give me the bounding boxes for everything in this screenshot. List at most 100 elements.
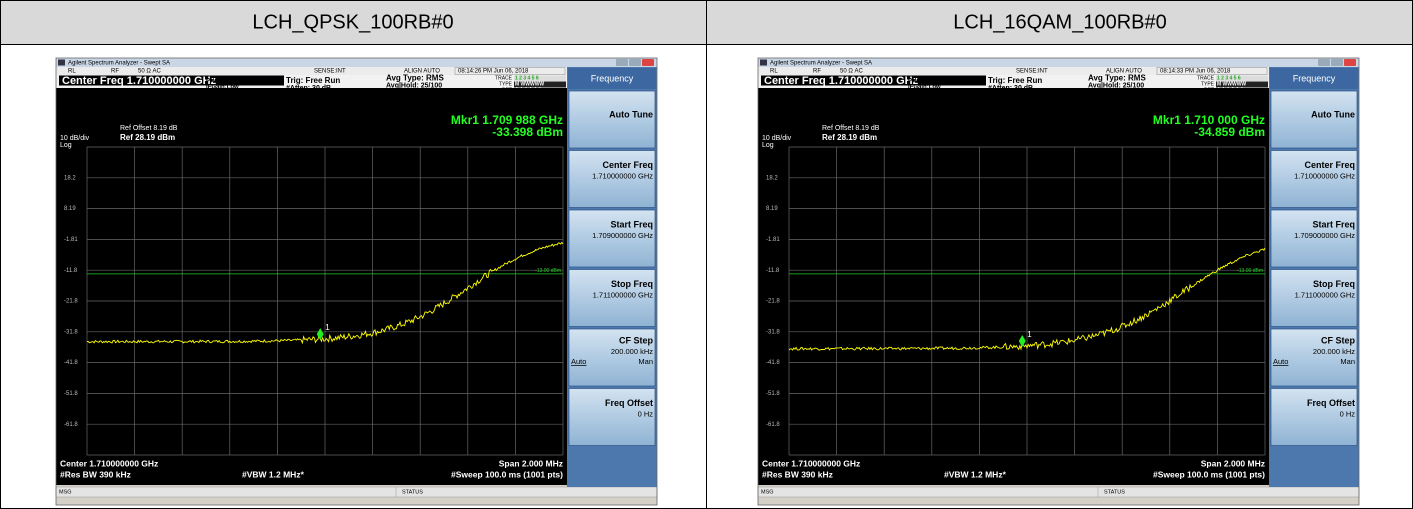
softkey-label: Center Freq: [602, 160, 653, 170]
softkey-value: 200.000 kHz: [611, 347, 653, 356]
y-axis-label: -41.8: [766, 360, 780, 366]
trace-label: TYPE: [1201, 81, 1215, 87]
screen-border: [757, 57, 1360, 506]
window-button: [616, 59, 628, 66]
center-freq-box-text: Center Freq 1.710000000 GHz: [764, 75, 919, 87]
softkey: [568, 328, 656, 387]
y-axis-label: -61.8: [64, 422, 78, 428]
status-item: 50 Ω AC: [840, 69, 863, 75]
softkey-label: CF Step: [619, 335, 654, 345]
scale: 10 dB/div: [60, 135, 90, 142]
ref-level: Ref 28.19 dBm: [120, 133, 175, 142]
app-icon: [58, 59, 65, 66]
trace-value: 1 2 3 4 5 6: [1217, 76, 1241, 82]
footer-vbw: #VBW 1.2 MHz*: [242, 469, 305, 479]
footer-vbw: #VBW 1.2 MHz*: [944, 469, 1007, 479]
softkey: [568, 209, 656, 268]
trace-box: [1216, 81, 1268, 87]
marker-diamond: [1018, 335, 1026, 348]
softkey-label: Freq Offset: [1307, 398, 1355, 408]
softkey: [568, 90, 656, 149]
marker-diamond: [316, 328, 324, 341]
setting: Trig: Free Run: [286, 76, 340, 85]
window-button: [1318, 59, 1330, 66]
setting: PNO: Fast: [908, 79, 937, 85]
status-item: ALIGN AUTO: [1106, 69, 1142, 75]
menu-title-bg: [1270, 68, 1358, 89]
window-button: [1344, 59, 1356, 66]
marker-freq: Mkr1 1.709 988 GHz: [451, 113, 563, 127]
setting: Avg Type: RMS: [1088, 74, 1146, 83]
y-axis-label: 8.19: [766, 206, 778, 212]
time-box: [454, 67, 566, 75]
trace-box: [514, 75, 566, 81]
softkey: [1270, 328, 1358, 387]
msg-bar: [757, 486, 1360, 498]
y-axis-label: 18.2: [64, 175, 76, 181]
y-axis-label: -51.8: [64, 391, 78, 397]
trace-label: TRACE: [1197, 75, 1215, 81]
ref-level: Ref 28.19 dBm: [822, 133, 877, 142]
footer-sweep: #Sweep 100.0 ms (1001 pts): [451, 469, 563, 479]
softkey-label: Stop Freq: [611, 279, 653, 289]
setting: Avg Type: RMS: [386, 74, 444, 83]
softkey-value: 200.000 kHz: [1313, 347, 1355, 356]
softkey: [568, 150, 656, 208]
scale: 10 dB/div: [762, 135, 792, 142]
status-item: RL: [770, 69, 778, 75]
softkey-label: Stop Freq: [1313, 279, 1355, 289]
marker-id: 1: [1027, 330, 1032, 339]
softkey-value: 1.711000000 GHz: [1295, 290, 1356, 299]
status-row: [758, 67, 1269, 75]
ref-offset: Ref Offset 8.19 dB: [120, 125, 178, 132]
status-item: ALIGN AUTO: [404, 69, 440, 75]
softkey-value: 0 Hz: [638, 409, 654, 418]
y-axis-label: -51.8: [766, 391, 780, 397]
screen-border: [55, 57, 658, 506]
softkey-value: 1.709000000 GHz: [1294, 231, 1355, 240]
status-row: [56, 67, 567, 75]
footer-span: Span 2.000 MHz: [1201, 458, 1265, 468]
y-axis-label: -21.8: [766, 299, 780, 305]
y-axis-label: -1.81: [766, 237, 780, 243]
status: STATUS: [402, 489, 423, 495]
center-freq-box: [59, 75, 284, 86]
softkey-value: 1.710000000 GHz: [1294, 171, 1355, 180]
status-item: 08:14:26 PM Jun 06, 2018: [458, 69, 529, 75]
setting: Trig: Free Run: [988, 76, 1042, 85]
softkey-label: Auto Tune: [1311, 109, 1355, 119]
display-line-label: -13.00 dBm: [535, 268, 561, 274]
header-cell: LCH_QPSK_100RB#0: [252, 11, 453, 33]
title-bar: [56, 58, 657, 67]
trace-label: TRACE: [495, 75, 513, 81]
softkey: [568, 269, 656, 327]
softkey-option: Man: [638, 357, 653, 366]
analyzer-screen: Agilent Spectrum Analyzer - Swept SA RL RF…: [757, 57, 1360, 506]
marker-freq: Mkr1 1.710 000 GHz: [1153, 113, 1265, 127]
center-freq-box-text: Center Freq 1.710000000 GHz: [62, 75, 217, 87]
marker-level: -34.859 dBm: [1194, 125, 1265, 139]
status-item: RF: [813, 69, 821, 75]
setting: PNO: Fast: [206, 79, 235, 85]
trace-box: [514, 81, 566, 87]
time-box: [1156, 67, 1268, 75]
window-title: Agilent Spectrum Analyzer - Swept SA: [770, 61, 872, 67]
footer-sweep: #Sweep 100.0 ms (1001 pts): [1153, 469, 1265, 479]
setting: IFGain:Low: [206, 85, 239, 91]
footer-center: Center 1.710000000 GHz: [762, 458, 860, 468]
display-line-label: -13.00 dBm: [1237, 268, 1263, 274]
trace-label: TYPE: [499, 81, 513, 87]
y-axis-label: -41.8: [64, 360, 78, 366]
y-axis-label: 8.19: [64, 206, 76, 212]
softkey: [1270, 90, 1358, 149]
window-button: [1331, 59, 1343, 66]
footer-center: Center 1.710000000 GHz: [60, 458, 158, 468]
y-axis-label: -31.8: [766, 329, 780, 335]
window-button: [629, 59, 641, 66]
menu-title: Frequency: [1293, 73, 1336, 83]
footer-span: Span 2.000 MHz: [499, 458, 563, 468]
ref-offset: Ref Offset 8.19 dB: [822, 125, 880, 132]
softkey: [1270, 150, 1358, 208]
trace-box: [1216, 75, 1268, 81]
window-title: Agilent Spectrum Analyzer - Swept SA: [68, 61, 170, 67]
